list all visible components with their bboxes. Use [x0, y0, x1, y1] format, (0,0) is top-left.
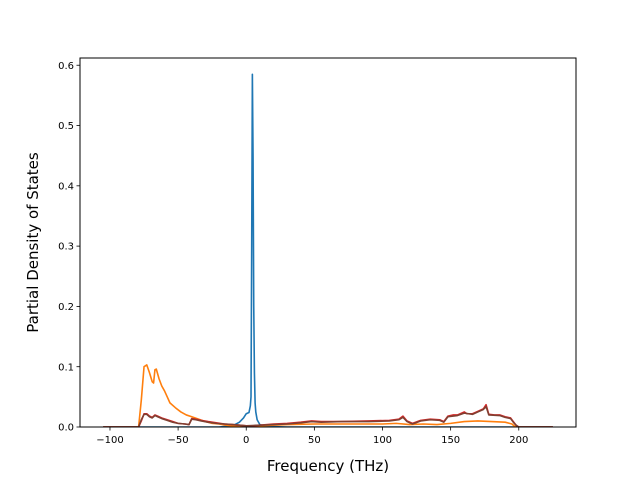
- series-line-4: [103, 405, 553, 427]
- plot-frame: [79, 57, 577, 428]
- plot-lines: [103, 73, 553, 427]
- y-axis: 0.0 0.1 0.2 0.3 0.4 0.5 0.6: [58, 61, 80, 434]
- x-tick-label: −100: [96, 435, 123, 446]
- y-tick-label: 0.1: [58, 362, 74, 373]
- x-tick-label: 50: [308, 435, 321, 446]
- x-tick-label: 200: [509, 435, 528, 446]
- x-axis: −100 −50 0 50 100 150 200: [96, 427, 528, 446]
- x-tick-label: 100: [373, 435, 392, 446]
- y-axis-title: Partial Density of States: [24, 152, 42, 333]
- x-axis-title: Frequency (THz): [267, 457, 389, 475]
- y-tick-label: 0.2: [58, 302, 74, 313]
- series-line-1: [103, 73, 553, 427]
- y-tick-label: 0.3: [58, 242, 74, 253]
- y-tick-label: 0.0: [58, 423, 74, 434]
- x-tick-label: 150: [441, 435, 460, 446]
- y-tick-label: 0.6: [58, 61, 74, 72]
- y-tick-label: 0.5: [58, 121, 74, 132]
- series-line-2: [103, 364, 553, 427]
- y-tick-label: 0.4: [58, 181, 74, 192]
- x-tick-label: −50: [168, 435, 189, 446]
- x-tick-label: 0: [243, 435, 249, 446]
